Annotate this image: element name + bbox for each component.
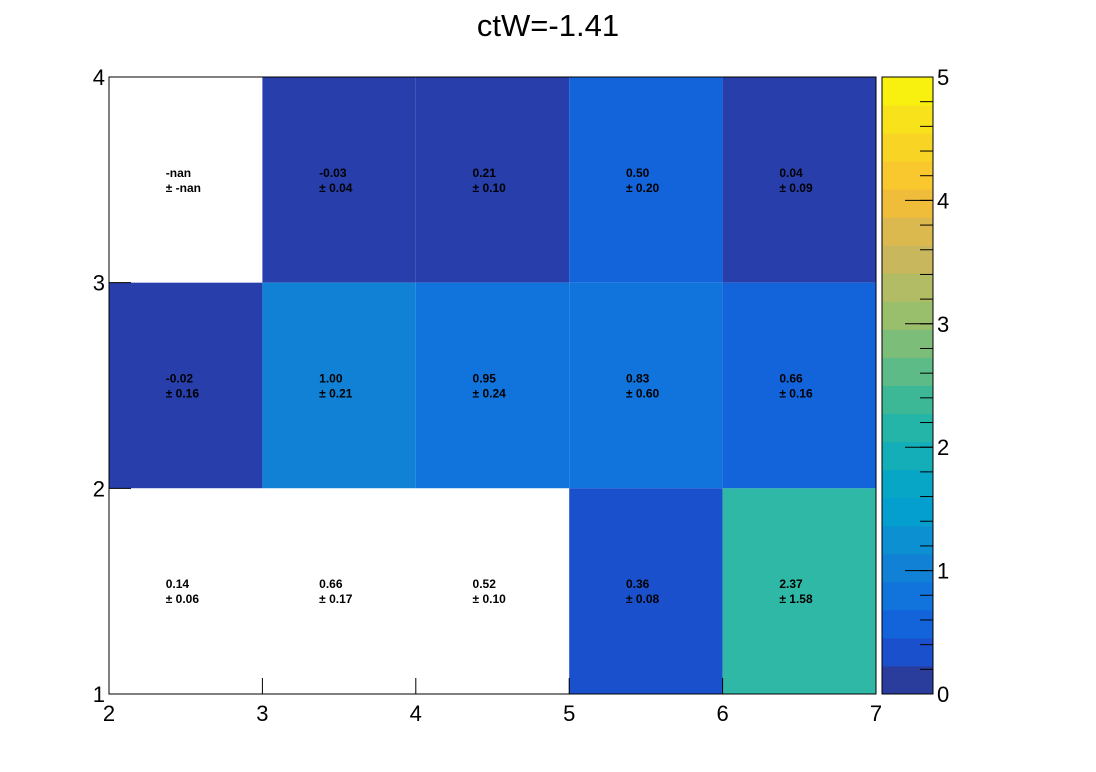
cell-value-label: 1.00: [319, 372, 343, 386]
heatmap-cells: [109, 77, 876, 694]
y-tick-label: 4: [93, 65, 105, 90]
color-scale-label: 4: [937, 188, 949, 213]
color-scale-band: [882, 441, 933, 471]
color-scale-band: [882, 77, 933, 106]
color-scale-band: [882, 357, 933, 386]
x-tick-label: 2: [103, 701, 115, 726]
color-scale-band: [882, 609, 933, 639]
color-scale-label: 0: [937, 682, 949, 707]
chart-title: ctW=-1.41: [476, 8, 620, 43]
cell-value-label: -0.03: [319, 166, 347, 180]
color-scale-band: [882, 553, 933, 583]
cell-error-label: ± 0.20: [626, 181, 660, 195]
heatmap-cell: [109, 488, 263, 694]
cell-error-label: ± 0.24: [473, 387, 507, 401]
cell-value-label: 0.36: [626, 577, 650, 591]
plot-frame: [108, 76, 877, 695]
x-tick-label: 4: [410, 701, 422, 726]
color-scale-band: [882, 301, 933, 330]
cell-value-label: 0.04: [779, 166, 803, 180]
heatmap-cell: [415, 77, 570, 283]
heatmap-cell: [109, 282, 263, 489]
heatmap-cell: [569, 77, 723, 283]
color-scale-band: [882, 385, 933, 415]
heatmap-cell: [569, 488, 723, 694]
x-tick-label: 7: [870, 701, 882, 726]
cell-error-label: ± 0.16: [166, 387, 200, 401]
color-scale-label: 5: [937, 65, 949, 90]
color-scale-band: [882, 637, 933, 667]
x-tick-label: 6: [716, 701, 728, 726]
cell-error-label: ± 0.17: [319, 592, 353, 606]
cell-value-label: 0.14: [166, 577, 190, 591]
color-scale-label: 1: [937, 559, 949, 584]
cell-error-label: ± 0.08: [626, 592, 660, 606]
heatmap-cell: [262, 282, 416, 489]
color-scale-band: [882, 217, 933, 246]
cell-error-label: ± 0.16: [779, 387, 813, 401]
y-tick-label: 3: [93, 271, 105, 296]
cell-value-label: -0.02: [166, 372, 194, 386]
cell-value-label: 0.66: [779, 372, 803, 386]
heatmap-cell: [262, 77, 416, 283]
color-scale-band: [882, 413, 933, 443]
color-scale-label: 3: [937, 312, 949, 337]
color-scale-band: [882, 665, 933, 695]
cell-value-label: 2.37: [779, 577, 803, 591]
color-scale-band: [882, 133, 933, 162]
heatmap-cell: [262, 488, 416, 694]
heatmap-cell: [415, 282, 570, 489]
cell-labels: -nan± -nan-0.03± 0.040.21± 0.100.50± 0.2…: [166, 166, 813, 606]
cell-error-label: ± 1.58: [779, 592, 813, 606]
color-scale-band: [882, 581, 933, 611]
color-scale-band: [882, 189, 933, 218]
cell-error-label: ± 0.60: [626, 387, 660, 401]
cell-error-label: ± 0.04: [319, 181, 353, 195]
color-scale-band: [882, 273, 933, 302]
heatmap-cell: [569, 282, 723, 489]
cell-value-label: 0.52: [473, 577, 497, 591]
color-scale-band: [882, 469, 933, 499]
y-tick-label: 2: [93, 476, 105, 501]
color-scale-band: [882, 525, 933, 555]
heatmap-cell: [722, 282, 876, 489]
y-axis: 1 2 3 4: [93, 65, 131, 707]
cell-error-label: ± 0.21: [319, 387, 353, 401]
x-tick-label: 5: [563, 701, 575, 726]
x-axis: 2 3 4 5 6 7: [103, 678, 882, 726]
x-tick-label: 3: [256, 701, 268, 726]
color-scale-label: 2: [937, 435, 949, 460]
cell-error-label: ± 0.10: [473, 592, 507, 606]
cell-error-label: ± 0.09: [779, 181, 813, 195]
color-scale-band: [882, 497, 933, 527]
color-scale: 0 1 2 3 4 5: [881, 65, 949, 707]
cell-value-label: 0.66: [319, 577, 343, 591]
heatmap-cell: [415, 488, 570, 694]
color-scale-band: [882, 105, 933, 134]
cell-value-label: 0.95: [473, 372, 497, 386]
cell-value-label: 0.83: [626, 372, 650, 386]
cell-error-label: ± 0.10: [473, 181, 507, 195]
heatmap-cell: [722, 77, 876, 283]
cell-error-label: ± 0.06: [166, 592, 200, 606]
cell-value-label: -nan: [166, 166, 191, 180]
y-tick-label: 1: [93, 682, 105, 707]
heatmap-cell: [109, 77, 263, 283]
cell-value-label: 0.21: [473, 166, 497, 180]
cell-value-label: 0.50: [626, 166, 650, 180]
heatmap-cell: [722, 488, 876, 694]
cell-error-label: ± -nan: [166, 181, 201, 195]
color-scale-band: [882, 329, 933, 358]
